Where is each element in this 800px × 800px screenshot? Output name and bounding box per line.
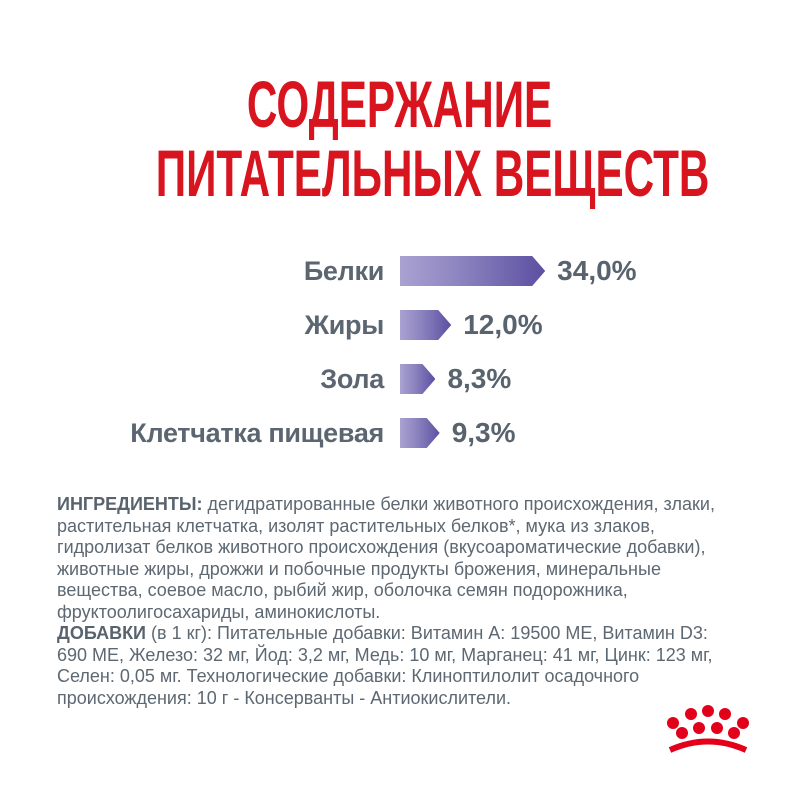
nutrient-value: 34,0%	[557, 255, 637, 286]
nutrient-label: Клетчатка пищевая	[130, 417, 384, 448]
bar-wrap	[400, 418, 440, 448]
additives-label: ДОБАВКИ	[57, 623, 146, 643]
nutrient-label: Белки	[303, 255, 384, 286]
page-title: СОДЕРЖАНИЕ ПИТАТЕЛЬНЫХ ВЕЩЕСТВ	[0, 70, 800, 208]
nutrient-chart: Белки 34,0% Жиры 12,0% Зола 8,3% Клетчат…	[0, 244, 800, 460]
ingredients-text: дегидратированные белки животного происх…	[57, 494, 715, 622]
nutrient-value: 9,3%	[451, 417, 516, 448]
nutrient-label: Жиры	[304, 309, 385, 340]
chart-row-fats: Жиры 12,0%	[0, 298, 800, 352]
nutrient-bar	[400, 364, 435, 394]
ingredients-section: ИНГРЕДИЕНТЫ: дегидратированные белки жив…	[57, 494, 717, 709]
crown-icon	[667, 705, 749, 753]
page-title-line-2: ПИТАТЕЛЬНЫХ ВЕЩЕСТВ	[155, 136, 710, 210]
nutrient-value: 8,3%	[447, 363, 512, 394]
page-title-line-1: СОДЕРЖАНИЕ	[247, 67, 553, 141]
bar-wrap	[400, 256, 545, 286]
chart-row-proteins: Белки 34,0%	[0, 244, 800, 298]
nutrient-value: 12,0%	[463, 309, 543, 340]
additives-text: (в 1 кг): Питательные добавки: Витамин А…	[57, 623, 713, 708]
nutrient-label: Зола	[320, 363, 384, 394]
nutrient-bar	[400, 310, 451, 340]
ingredients-label: ИНГРЕДИЕНТЫ:	[57, 494, 203, 514]
additives-paragraph: ДОБАВКИ (в 1 кг): Питательные добавки: В…	[57, 623, 717, 709]
nutrient-bar	[400, 256, 545, 286]
chart-row-ash: Зола 8,3%	[0, 352, 800, 406]
nutrient-bar	[400, 418, 440, 448]
royal-canin-logo	[666, 704, 750, 760]
ingredients-paragraph: ИНГРЕДИЕНТЫ: дегидратированные белки жив…	[57, 494, 717, 623]
bar-wrap	[400, 310, 451, 340]
bar-wrap	[400, 364, 435, 394]
chart-row-fiber: Клетчатка пищевая 9,3%	[0, 406, 800, 460]
